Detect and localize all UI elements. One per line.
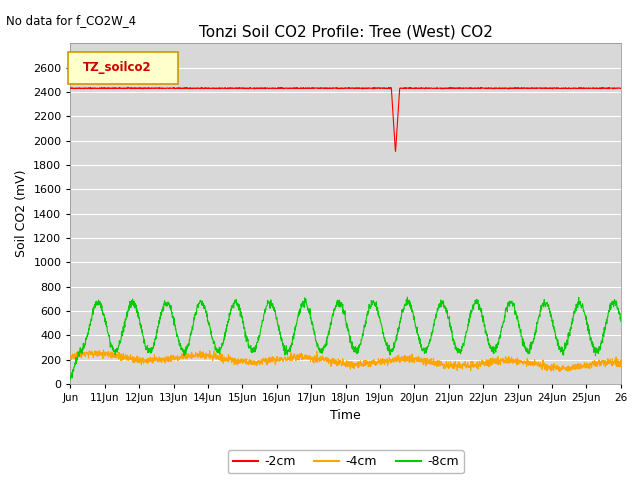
FancyBboxPatch shape [68, 52, 178, 84]
Text: No data for f_CO2W_4: No data for f_CO2W_4 [6, 14, 136, 27]
X-axis label: Time: Time [330, 408, 361, 421]
Y-axis label: Soil CO2 (mV): Soil CO2 (mV) [15, 170, 28, 257]
Title: Tonzi Soil CO2 Profile: Tree (West) CO2: Tonzi Soil CO2 Profile: Tree (West) CO2 [198, 24, 493, 39]
Legend: -2cm, -4cm, -8cm: -2cm, -4cm, -8cm [228, 450, 463, 473]
Text: TZ_soilco2: TZ_soilco2 [83, 61, 152, 74]
